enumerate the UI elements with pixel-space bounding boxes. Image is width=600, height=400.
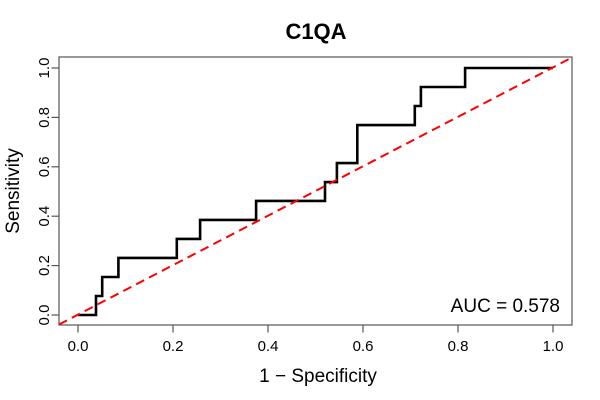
y-tick-label: 0.8: [36, 107, 53, 128]
x-tick-label: 0.0: [68, 338, 89, 355]
y-tick-label: 0.2: [36, 255, 53, 276]
auc-annotation: AUC = 0.578: [451, 296, 560, 317]
y-tick-label: 0.0: [36, 305, 53, 326]
plot-area: 0.0 0.2 0.4 0.6 0.8 1.0 0.0 0.2 0.4 0.6 0.8 1.0: [36, 56, 573, 355]
x-tick-label: 0.4: [258, 338, 279, 355]
roc-curve-line: [78, 66, 553, 317]
y-tick-label: 0.6: [36, 156, 53, 177]
x-tick-label: 0.8: [448, 338, 469, 355]
x-tick-label: 0.6: [353, 338, 374, 355]
plot-box: [58, 56, 573, 326]
x-tick-label: 1.0: [543, 338, 564, 355]
y-axis-label: Sensitivity: [3, 148, 24, 234]
chart-title: C1QA: [285, 19, 346, 44]
y-tick-label: 0.4: [36, 206, 53, 227]
y-tick-label: 1.0: [36, 58, 53, 79]
chance-diagonal-line: [58, 56, 573, 326]
x-tick-label: 0.2: [163, 338, 184, 355]
x-axis-label: 1 − Specificity: [259, 366, 377, 387]
